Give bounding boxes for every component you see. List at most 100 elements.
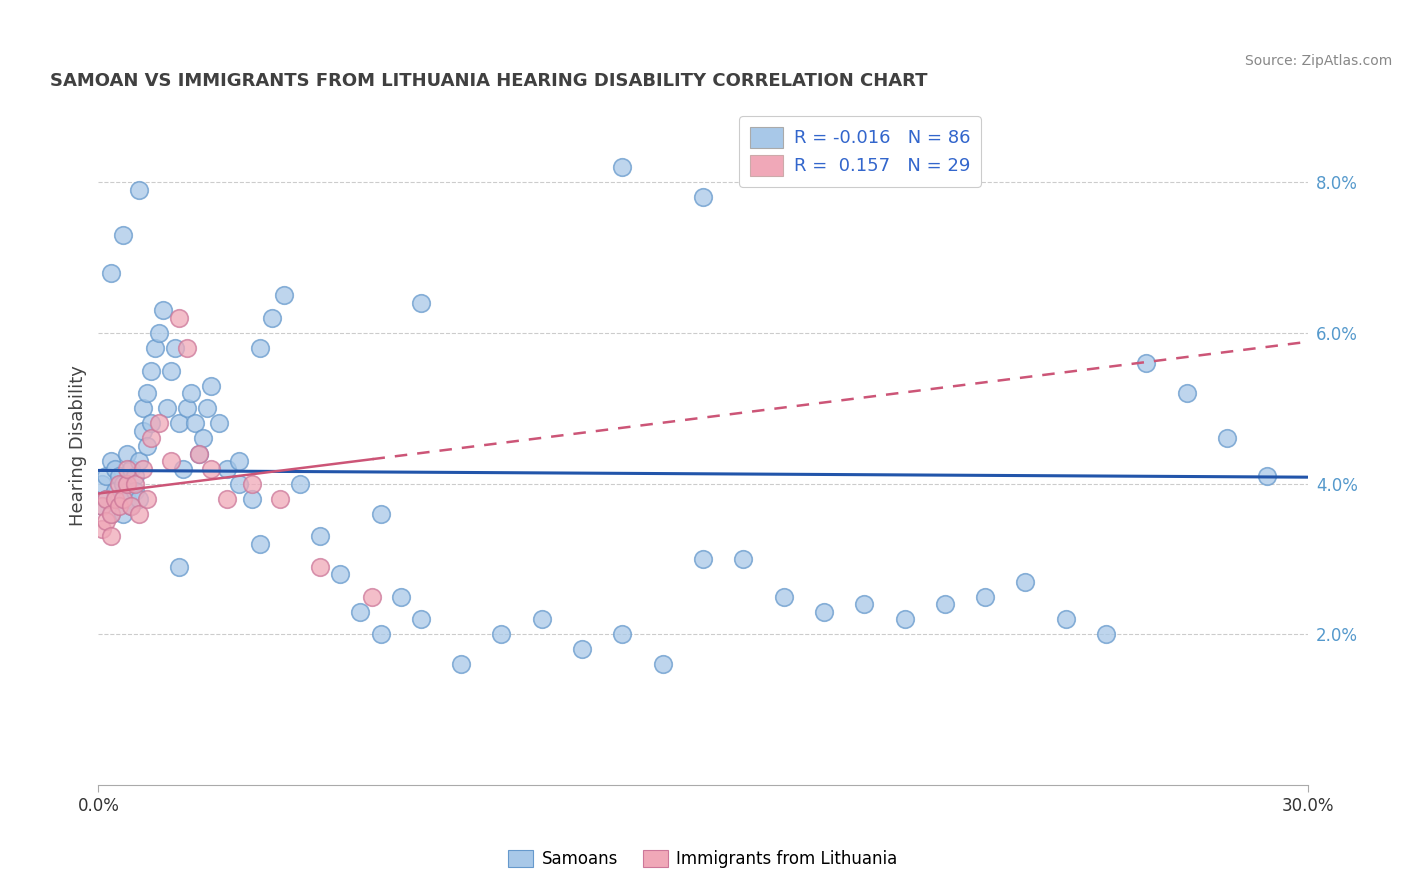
Point xyxy=(124,469,146,483)
Point xyxy=(100,266,122,280)
Point xyxy=(240,491,263,506)
Point xyxy=(96,491,118,506)
Point xyxy=(135,491,157,506)
Point xyxy=(1256,469,1278,483)
Point xyxy=(139,417,162,431)
Point xyxy=(217,491,239,506)
Point xyxy=(120,500,142,514)
Point xyxy=(120,500,142,514)
Point xyxy=(163,341,186,355)
Point xyxy=(208,417,231,431)
Point xyxy=(193,432,215,446)
Point xyxy=(389,590,412,604)
Point xyxy=(1095,627,1118,641)
Point xyxy=(772,590,794,604)
Point xyxy=(1216,432,1239,446)
Point xyxy=(128,491,150,506)
Point xyxy=(135,386,157,401)
Point xyxy=(893,612,915,626)
Point xyxy=(91,476,114,491)
Text: SAMOAN VS IMMIGRANTS FROM LITHUANIA HEARING DISABILITY CORRELATION CHART: SAMOAN VS IMMIGRANTS FROM LITHUANIA HEAR… xyxy=(51,72,928,90)
Legend: Samoans, Immigrants from Lithuania: Samoans, Immigrants from Lithuania xyxy=(502,843,904,875)
Point xyxy=(249,341,271,355)
Point xyxy=(853,597,876,611)
Point xyxy=(273,288,295,302)
Point xyxy=(115,446,138,460)
Point xyxy=(100,454,122,468)
Point xyxy=(409,296,432,310)
Point xyxy=(100,507,122,521)
Point xyxy=(1135,356,1157,370)
Point xyxy=(107,476,129,491)
Point xyxy=(111,491,134,506)
Point xyxy=(160,364,183,378)
Point xyxy=(120,461,142,475)
Point xyxy=(450,657,472,672)
Legend: R = -0.016   N = 86, R =  0.157   N = 29: R = -0.016 N = 86, R = 0.157 N = 29 xyxy=(740,116,981,186)
Point xyxy=(91,500,114,514)
Point xyxy=(160,454,183,468)
Point xyxy=(111,228,134,243)
Point xyxy=(152,303,174,318)
Point xyxy=(249,537,271,551)
Point xyxy=(184,417,207,431)
Point xyxy=(349,605,371,619)
Point xyxy=(100,529,122,543)
Point xyxy=(692,190,714,204)
Point xyxy=(409,612,432,626)
Text: Source: ZipAtlas.com: Source: ZipAtlas.com xyxy=(1244,54,1392,68)
Point xyxy=(329,567,352,582)
Point xyxy=(128,183,150,197)
Point xyxy=(139,432,162,446)
Point xyxy=(188,446,211,460)
Point xyxy=(288,476,311,491)
Point xyxy=(651,657,673,672)
Point xyxy=(107,491,129,506)
Point xyxy=(612,627,634,641)
Point xyxy=(103,484,125,499)
Point xyxy=(100,507,122,521)
Point xyxy=(128,507,150,521)
Point xyxy=(733,552,755,566)
Point xyxy=(934,597,956,611)
Point xyxy=(176,341,198,355)
Point xyxy=(96,514,118,528)
Point xyxy=(132,401,155,416)
Point xyxy=(1175,386,1198,401)
Point xyxy=(128,454,150,468)
Point xyxy=(361,590,384,604)
Point xyxy=(167,417,190,431)
Point xyxy=(111,476,134,491)
Point xyxy=(228,476,250,491)
Point xyxy=(370,507,392,521)
Point xyxy=(309,559,332,574)
Point xyxy=(172,461,194,475)
Point xyxy=(200,461,222,475)
Point xyxy=(260,310,283,325)
Point xyxy=(96,491,118,506)
Point xyxy=(195,401,218,416)
Point xyxy=(974,590,997,604)
Point xyxy=(107,469,129,483)
Point xyxy=(135,439,157,453)
Point xyxy=(692,552,714,566)
Point xyxy=(240,476,263,491)
Point xyxy=(91,500,114,514)
Point xyxy=(132,424,155,438)
Point xyxy=(103,491,125,506)
Point xyxy=(148,326,170,340)
Point xyxy=(143,341,166,355)
Point xyxy=(115,476,138,491)
Point xyxy=(91,522,114,536)
Point xyxy=(1014,574,1036,589)
Point xyxy=(1054,612,1077,626)
Point xyxy=(139,364,162,378)
Point xyxy=(530,612,553,626)
Point xyxy=(269,491,291,506)
Y-axis label: Hearing Disability: Hearing Disability xyxy=(69,366,87,526)
Point xyxy=(115,491,138,506)
Point xyxy=(148,417,170,431)
Point xyxy=(813,605,835,619)
Point xyxy=(132,461,155,475)
Point xyxy=(96,469,118,483)
